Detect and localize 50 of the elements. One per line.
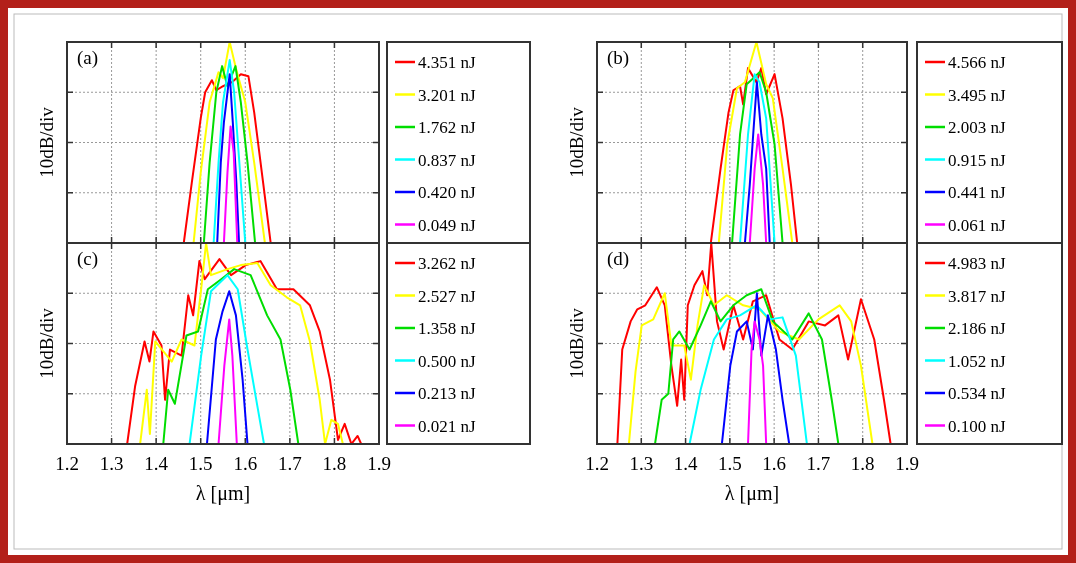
- x-tick-label: 1.6: [762, 453, 787, 474]
- y-axis-title: 10dB/div: [566, 106, 587, 178]
- x-tick-label: 1.3: [99, 453, 124, 474]
- legend-label: 3.201 nJ: [418, 85, 476, 105]
- x-tick-label: 1.9: [895, 453, 919, 474]
- x-tick-label: 1.9: [367, 453, 391, 474]
- annotation: (d): [607, 248, 630, 270]
- legend-label: 2.186 nJ: [948, 319, 1006, 338]
- x-tick-label: 1.5: [717, 453, 742, 474]
- x-tick-label: 1.5: [188, 453, 213, 474]
- legend-label: 0.021 nJ: [418, 416, 476, 436]
- legend-label: 0.915 nJ: [948, 150, 1006, 170]
- legend-label: 0.213 nJ: [418, 384, 476, 403]
- x-axis-title: λ [μm]: [195, 482, 251, 505]
- legend-label: 0.500 nJ: [418, 351, 476, 371]
- legend-label: 3.817 nJ: [948, 286, 1006, 306]
- x-tick-label: 1.2: [585, 453, 609, 474]
- legend-label: 0.837 nJ: [418, 150, 476, 170]
- y-axis-title: 10dB/div: [36, 307, 57, 379]
- legend-label: 1.052 nJ: [948, 351, 1006, 371]
- legend-label: 0.061 nJ: [948, 215, 1006, 235]
- legend-label: 2.003 nJ: [948, 118, 1006, 137]
- legend-label: 4.983 nJ: [948, 254, 1006, 273]
- legend-label: 1.358 nJ: [418, 319, 476, 338]
- annotation: (b): [607, 47, 630, 69]
- x-tick-label: 1.6: [233, 453, 258, 474]
- x-tick-label: 1.8: [850, 453, 875, 474]
- legend-label: 0.100 nJ: [948, 416, 1006, 436]
- legend-label: 1.762 nJ: [418, 118, 476, 137]
- legend-label: 0.441 nJ: [948, 183, 1006, 202]
- y-axis-title: 10dB/div: [566, 307, 587, 379]
- legend-label: 2.527 nJ: [418, 286, 476, 306]
- x-tick-label: 1.4: [144, 453, 169, 474]
- legend-label: 3.495 nJ: [948, 85, 1006, 105]
- legend-label: 0.534 nJ: [948, 384, 1006, 403]
- x-tick-label: 1.7: [806, 453, 831, 474]
- legend-label: 0.420 nJ: [418, 183, 476, 202]
- x-axis-title: λ [μm]: [724, 482, 780, 505]
- x-tick-label: 1.4: [673, 453, 698, 474]
- y-axis-title: 10dB/div: [36, 106, 57, 178]
- legend-label: 3.262 nJ: [418, 254, 476, 273]
- x-tick-label: 1.7: [277, 453, 302, 474]
- x-tick-label: 1.8: [322, 453, 347, 474]
- annotation: (a): [77, 47, 99, 69]
- x-tick-label: 1.3: [629, 453, 654, 474]
- legend-label: 4.566 nJ: [948, 53, 1006, 72]
- legend-label: 0.049 nJ: [418, 215, 476, 235]
- annotation: (c): [77, 248, 99, 270]
- legend-label: 4.351 nJ: [418, 53, 476, 72]
- x-tick-label: 1.2: [55, 453, 79, 474]
